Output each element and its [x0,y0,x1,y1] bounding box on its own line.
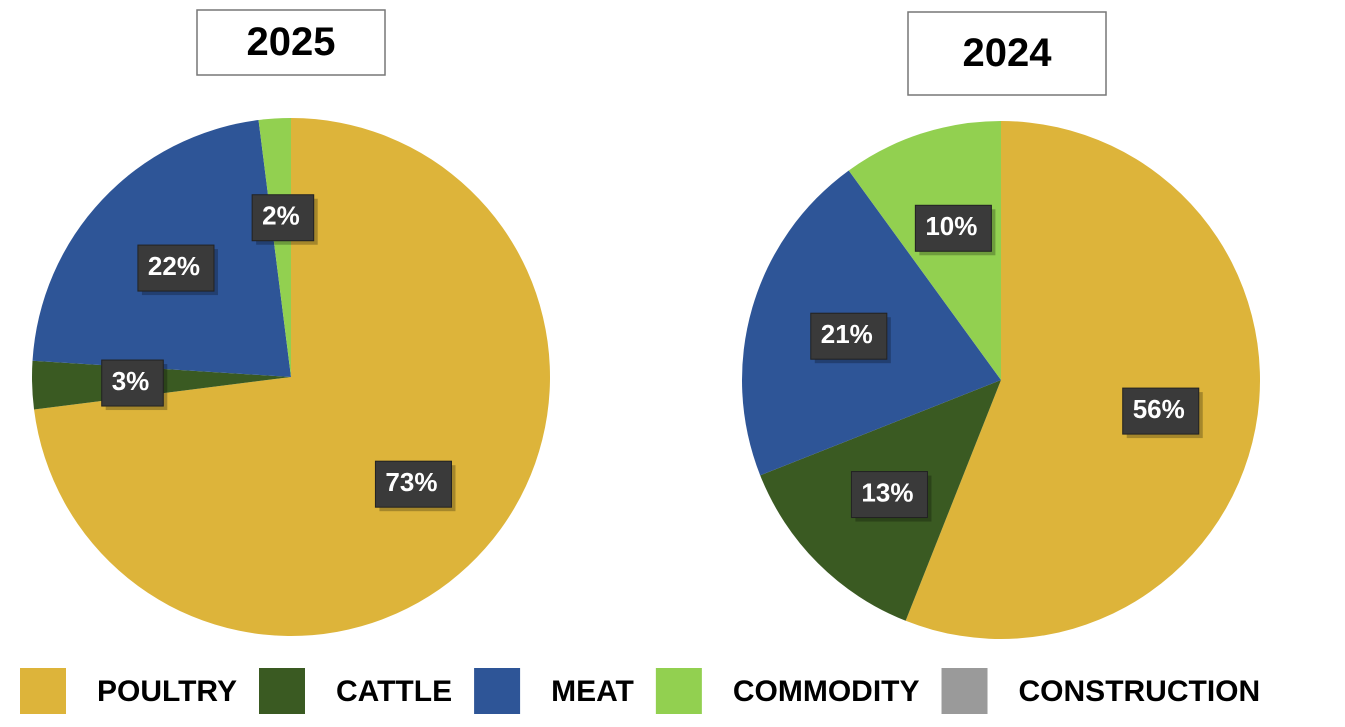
data-label: 73% [385,467,437,497]
title-box [907,11,1107,96]
data-label: 13% [861,477,913,507]
title-box [196,9,386,76]
legend-label: COMMODITY [733,675,920,708]
legend-swatch [655,668,702,714]
chart-title: 2024 [963,31,1053,75]
data-label: 21% [821,319,873,349]
legend-label: CONSTRUCTION [1019,675,1261,708]
data-label: 10% [925,211,977,241]
data-label-box [374,460,452,508]
data-label: 3% [112,366,150,396]
legend-swatch [259,668,305,714]
legend-swatch [474,668,521,714]
data-label-box [914,204,992,252]
legend-label: POULTRY [97,675,237,708]
data-label-box [1122,387,1200,435]
pie-slice [258,118,291,377]
data-label: 56% [1133,394,1185,424]
pie-slice [905,121,1260,639]
data-label-box [810,312,888,360]
data-label-box [101,359,164,407]
data-label-box [850,471,928,519]
legend-label: CATTLE [336,675,452,708]
chart-title: 2025 [247,20,336,64]
legend-label: MEAT [551,675,634,708]
legend-swatch [941,668,988,714]
data-label-box [251,194,315,242]
legend-swatch [20,668,66,714]
data-label: 22% [148,251,200,281]
data-label: 2% [262,201,300,231]
data-label-box [137,244,215,292]
